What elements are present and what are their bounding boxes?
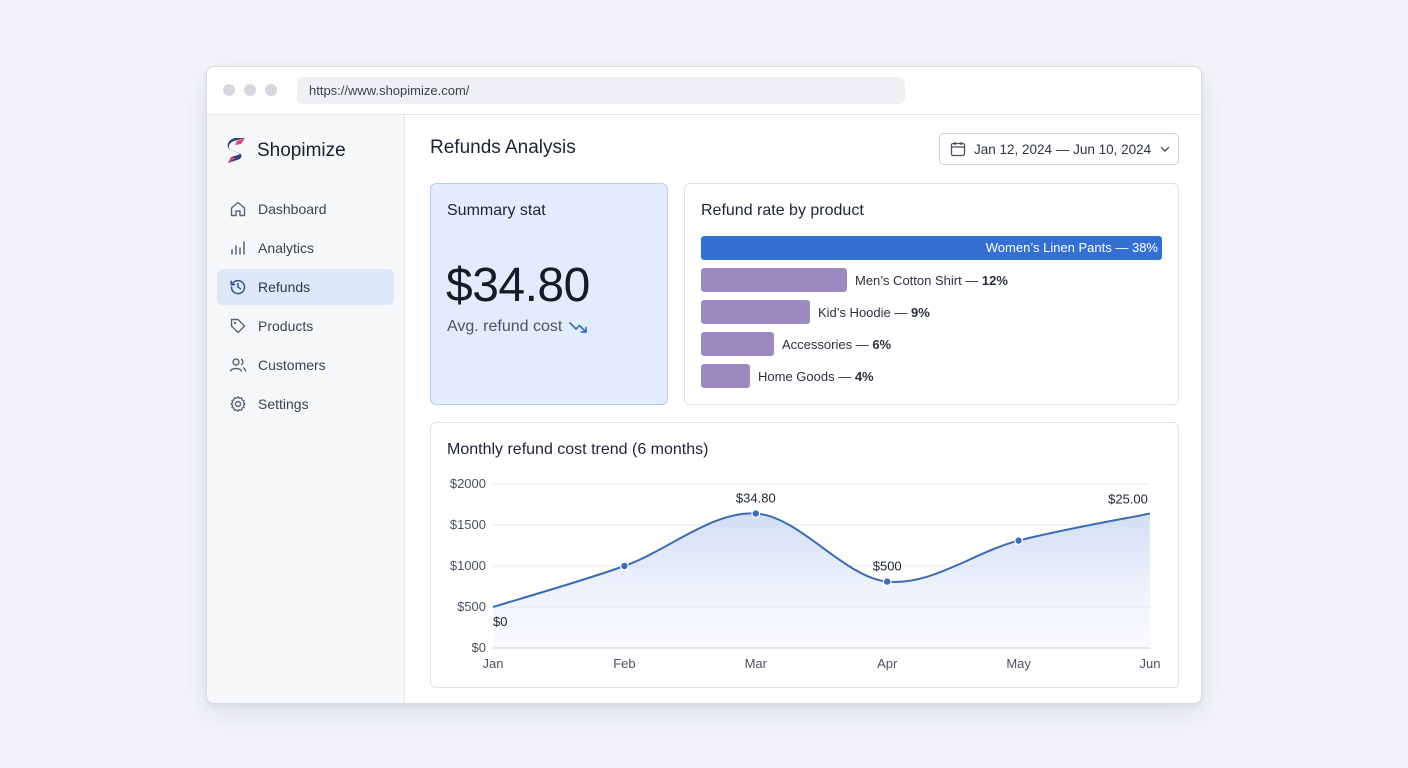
refund-rate-title: Refund rate by product — [701, 202, 864, 219]
x-tick-label: Jan — [483, 656, 504, 671]
sidebar: Shopimize Dashboard Analytics Refunds Pr… — [207, 115, 405, 703]
x-tick-label: Jun — [1140, 656, 1161, 671]
refund-bar-label: Home Goods — 4% — [758, 368, 874, 384]
tag-icon — [230, 318, 246, 334]
brand[interactable]: Shopimize — [225, 135, 346, 167]
refund-bar — [701, 300, 810, 324]
refund-bar-label: Men’s Cotton Shirt — 12% — [855, 272, 1008, 288]
data-point — [1014, 536, 1023, 545]
summary-title: Summary stat — [447, 202, 546, 219]
trend-area — [493, 513, 1150, 648]
home-icon — [230, 201, 246, 217]
date-range-picker[interactable]: Jan 12, 2024 — Jun 10, 2024 — [939, 133, 1179, 165]
y-tick-label: $2000 — [450, 476, 486, 491]
refund-bar-label: Kid’s Hoodie — 9% — [818, 304, 930, 320]
refund-bar — [701, 364, 750, 388]
trend-down-icon — [569, 322, 588, 333]
sidebar-item-dashboard[interactable]: Dashboard — [217, 191, 394, 227]
date-range-value: Jan 12, 2024 — Jun 10, 2024 — [974, 141, 1152, 157]
sidebar-item-label: Customers — [258, 357, 326, 373]
browser-titlebar: https://www.shopimize.com/ — [207, 67, 1201, 115]
browser-window: https://www.shopimize.com/ Shopimize Das… — [206, 66, 1202, 704]
refund-bar-row[interactable]: Women’s Linen Pants — 38% — [701, 236, 1162, 260]
data-label: $34.80 — [736, 491, 776, 506]
history-icon — [230, 279, 246, 295]
summary-value: $34.80 — [446, 259, 590, 312]
data-point — [751, 509, 761, 518]
summary-label: Avg. refund cost — [447, 318, 563, 335]
x-tick-label: May — [1006, 656, 1031, 671]
window-minimize-dot[interactable] — [244, 84, 256, 96]
data-label: $25.00 — [1108, 492, 1148, 507]
page-title: Refunds Analysis — [430, 137, 576, 158]
sidebar-item-label: Dashboard — [258, 201, 327, 217]
calendar-icon — [950, 142, 966, 157]
x-tick-label: Feb — [613, 656, 635, 671]
y-tick-label: $1000 — [450, 558, 486, 573]
refund-bar-label: Women’s Linen Pants — 38% — [985, 240, 1158, 255]
trend-title: Monthly refund cost trend (6 months) — [447, 441, 709, 458]
refund-bar-row[interactable]: Home Goods — 4% — [701, 364, 874, 388]
sidebar-item-products[interactable]: Products — [217, 308, 394, 344]
y-tick-label: $0 — [472, 640, 486, 655]
main-content: Refunds Analysis Jan 12, 2024 — Jun 10, … — [406, 115, 1201, 703]
brand-name: Shopimize — [257, 140, 346, 161]
url-bar[interactable]: https://www.shopimize.com/ — [297, 77, 905, 104]
sidebar-item-label: Analytics — [258, 240, 315, 256]
summary-card: Summary stat $34.80 Avg. refund cost — [430, 183, 668, 405]
refund-bar: Women’s Linen Pants — 38% — [701, 236, 1162, 260]
refund-bar-row[interactable]: Accessories — 6% — [701, 332, 891, 356]
refund-bar — [701, 332, 774, 356]
refund-bar — [701, 268, 847, 292]
refund-rate-card: Refund rate by product Women’s Linen Pan… — [684, 183, 1179, 405]
y-tick-label: $1500 — [450, 517, 486, 532]
window-maximize-dot[interactable] — [265, 84, 277, 96]
summary-label-row: Avg. refund cost — [447, 318, 589, 336]
x-tick-label: Mar — [745, 656, 768, 671]
refund-bar-row[interactable]: Kid’s Hoodie — 9% — [701, 300, 930, 324]
refund-bar-label: Accessories — 6% — [782, 336, 892, 352]
data-label: $0 — [493, 614, 507, 629]
gear-icon — [230, 396, 246, 412]
sidebar-item-refunds[interactable]: Refunds — [217, 269, 394, 305]
data-point — [882, 577, 892, 586]
bar-chart-icon — [231, 241, 245, 255]
chevron-down-icon — [1160, 146, 1170, 152]
sidebar-item-customers[interactable]: Customers — [217, 347, 394, 383]
sidebar-item-label: Products — [258, 318, 314, 334]
trend-card: Monthly refund cost trend (6 months) $0 $… — [430, 422, 1179, 688]
shopimize-logo-icon — [227, 138, 245, 163]
window-close-dot[interactable] — [223, 84, 235, 96]
refund-bar-row[interactable]: Men’s Cotton Shirt — 12% — [701, 268, 1008, 292]
trend-chart: $0 $500 $1000 $1500 $2000 $0 $34.80 $500 $25.00 J… — [450, 476, 1161, 671]
y-tick-label: $500 — [457, 599, 486, 614]
data-label: $500 — [873, 559, 902, 574]
users-icon — [229, 358, 247, 372]
sidebar-item-analytics[interactable]: Analytics — [217, 230, 394, 266]
sidebar-item-label: Refunds — [258, 279, 311, 295]
x-tick-label: Apr — [877, 656, 898, 671]
sidebar-item-settings[interactable]: Settings — [217, 386, 394, 422]
trend-line — [492, 512, 1151, 608]
data-point — [619, 561, 629, 571]
sidebar-item-label: Settings — [258, 396, 309, 412]
